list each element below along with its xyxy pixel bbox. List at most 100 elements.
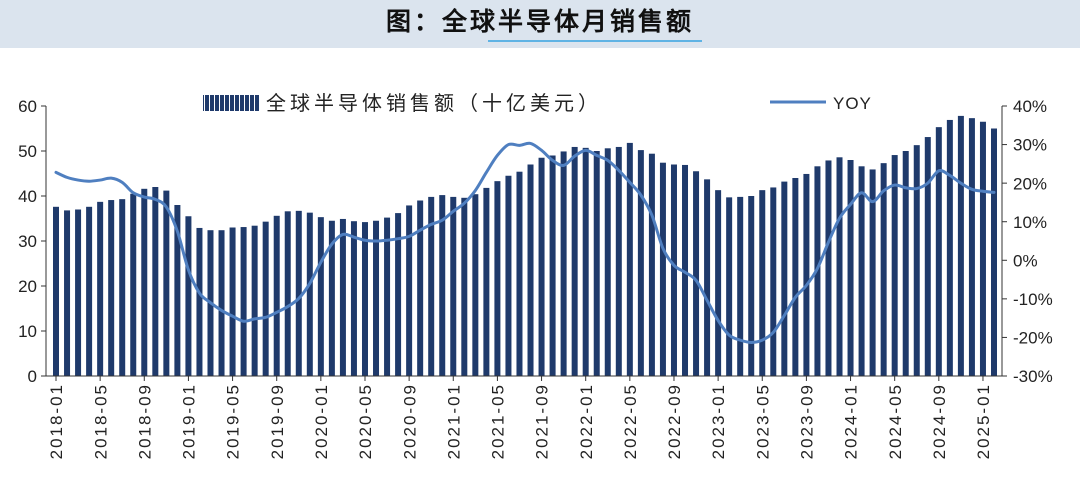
bar-2024-06 [902, 151, 909, 376]
x-tick-label: 2018-01 [47, 383, 66, 459]
x-tick-label: 2019-01 [180, 383, 199, 459]
bar-2024-07 [913, 145, 920, 376]
bar-2019-05 [229, 227, 236, 376]
bar-2018-07 [119, 199, 126, 376]
left-y-tick-label: 0 [28, 367, 37, 386]
right-y-tick-label: 30% [1013, 136, 1047, 155]
bar-2023-07 [781, 181, 788, 376]
left-y-tick-group: 0 10 20 30 40 50 60 [18, 97, 46, 386]
bar-2018-04 [86, 206, 93, 376]
bar-2022-11 [693, 171, 700, 376]
bar-2021-05 [494, 181, 501, 376]
bar-2022-05 [626, 142, 633, 376]
x-tick-label: 2021-01 [444, 383, 463, 459]
left-y-tick-label: 10 [18, 322, 37, 341]
right-y-tick-label: 0% [1013, 251, 1038, 270]
bar-2024-04 [880, 163, 887, 376]
bar-2020-09 [406, 205, 413, 376]
bar-2019-09 [273, 215, 280, 376]
left-y-tick-label: 50 [18, 142, 37, 161]
x-tick-label: 2024-01 [842, 383, 861, 459]
x-tick-label: 2020-09 [400, 383, 419, 459]
right-y-tick-label: 20% [1013, 174, 1047, 193]
bar-2019-02 [196, 227, 203, 376]
bar-2019-07 [251, 225, 258, 376]
left-y-tick-label: 20 [18, 277, 37, 296]
bar-2021-08 [527, 164, 534, 376]
yoy-line [54, 141, 996, 344]
x-tick-label: 2019-05 [224, 383, 243, 459]
bar-2023-02 [726, 197, 733, 376]
x-tick-label: 2023-01 [709, 383, 728, 459]
right-y-tick-label: 10% [1013, 213, 1047, 232]
legend-swatch-sales [203, 95, 260, 111]
bar-2022-02 [593, 151, 600, 376]
bar-2021-11 [560, 151, 567, 376]
bar-2021-03 [472, 194, 479, 376]
bar-2020-05 [361, 222, 368, 376]
bar-2024-02 [858, 166, 865, 376]
x-tick-label: 2020-05 [356, 383, 375, 459]
bar-2019-08 [262, 221, 269, 376]
bar-2019-01 [185, 216, 192, 376]
bar-2021-07 [516, 171, 523, 376]
x-tick-label: 2025-01 [974, 383, 993, 459]
title-banner: 图：全球半导体月销售额 [0, 0, 1080, 48]
bar-2023-11 [825, 160, 832, 376]
bar-2024-09 [935, 127, 942, 377]
x-tick-label: 2021-09 [533, 383, 552, 459]
bar-2022-09 [670, 164, 677, 376]
bar-2019-12 [306, 212, 313, 376]
bar-2021-09 [538, 157, 545, 376]
bar-2019-06 [240, 227, 247, 376]
bar-2020-08 [395, 213, 402, 376]
bar-2020-06 [373, 220, 380, 376]
bar-2020-07 [384, 217, 391, 376]
bar-2018-08 [130, 193, 137, 376]
right-y-tick-label: 40% [1013, 97, 1047, 116]
legend-label-sales: 全球半导体销售额（十亿美元） [266, 91, 602, 115]
bar-2025-01 [979, 121, 986, 376]
x-tick-label: 2019-09 [268, 383, 287, 459]
x-tick-label: 2022-01 [577, 383, 596, 459]
bar-2019-04 [218, 230, 225, 376]
bar-2020-02 [328, 220, 335, 376]
bar-2018-03 [75, 209, 82, 376]
left-y-tick-label: 30 [18, 232, 37, 251]
bar-2022-03 [604, 148, 611, 376]
bar-2024-05 [891, 155, 898, 376]
bar-2023-08 [792, 178, 799, 376]
left-y-tick-label: 60 [18, 97, 37, 116]
bar-2021-12 [571, 146, 578, 376]
x-tick-label: 2022-05 [621, 383, 640, 459]
x-tick-label: 2023-09 [798, 383, 817, 459]
x-tick-label: 2018-05 [91, 383, 110, 459]
x-tick-label: 2024-09 [930, 383, 949, 459]
bar-2021-10 [549, 155, 556, 376]
bar-2018-01 [53, 206, 59, 376]
bar-2023-05 [759, 190, 766, 376]
x-tick-label: 2023-05 [753, 383, 772, 459]
right-y-tick-group: -30% -20% -10% 0% 10% 20% 30% 40% [1002, 97, 1053, 386]
bar-2023-01 [715, 190, 722, 376]
bar-2023-09 [803, 173, 810, 376]
right-y-tick-label: -10% [1013, 290, 1053, 309]
legend: 全球半导体销售额（十亿美元） YOY [203, 91, 871, 115]
bar-2022-08 [659, 162, 666, 376]
bar-2020-12 [439, 195, 446, 376]
bar-2024-03 [869, 169, 876, 376]
bar-2020-10 [417, 200, 424, 376]
bar-2022-01 [582, 147, 589, 376]
x-tick-label: 2020-01 [312, 383, 331, 459]
bar-2021-02 [461, 197, 468, 376]
x-tick-label: 2018-09 [135, 383, 154, 459]
bar-2021-01 [450, 196, 457, 376]
bar-2018-12 [174, 205, 181, 376]
bar-2022-06 [637, 150, 644, 376]
bar-2018-09 [141, 188, 148, 376]
bar-2018-10 [152, 187, 159, 376]
left-y-tick-label: 40 [18, 187, 37, 206]
chart-title: 图：全球半导体月销售额 [385, 7, 694, 36]
bar-2023-06 [770, 187, 777, 376]
